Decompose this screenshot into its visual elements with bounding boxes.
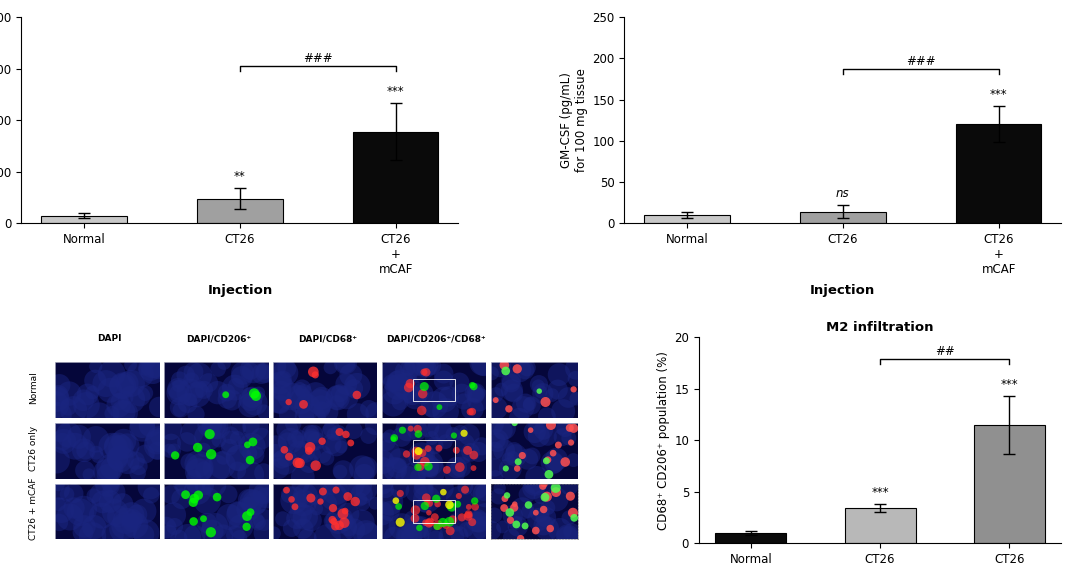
X-axis label: Injection: Injection [207, 285, 272, 298]
Bar [42, 216, 126, 224]
Text: ***: *** [989, 88, 1008, 101]
Text: CT26 + mCAF: CT26 + mCAF [29, 478, 38, 540]
X-axis label: Injection: Injection [810, 285, 876, 298]
Text: ###: ### [303, 52, 332, 65]
Text: ns: ns [836, 187, 850, 200]
Text: DAPI/CD206⁺/CD68⁺: DAPI/CD206⁺/CD68⁺ [386, 334, 486, 343]
Text: DAPI/CD68⁺: DAPI/CD68⁺ [298, 334, 357, 343]
Y-axis label: CD68⁺ CD206⁺ population (%): CD68⁺ CD206⁺ population (%) [657, 351, 670, 530]
Bar [715, 533, 787, 543]
Bar [353, 131, 438, 224]
Text: ***: *** [872, 486, 889, 499]
Y-axis label: GM-CSF (pg/mL)
for 100 mg tissue: GM-CSF (pg/mL) for 100 mg tissue [561, 68, 589, 172]
Text: ##: ## [935, 345, 954, 358]
Text: **: ** [234, 170, 245, 183]
Bar [197, 199, 283, 224]
Text: ***: *** [387, 85, 404, 98]
Text: CT26 only: CT26 only [29, 426, 38, 471]
Bar [800, 212, 885, 224]
Text: DAPI: DAPI [98, 334, 122, 343]
Text: ###: ### [906, 55, 936, 68]
Text: DAPI/CD206⁺: DAPI/CD206⁺ [185, 334, 251, 343]
Text: ***: *** [1000, 378, 1018, 391]
Bar [845, 508, 915, 543]
Text: Normal: Normal [29, 371, 38, 404]
Bar [973, 424, 1045, 543]
Bar [644, 215, 730, 224]
Title: M2 infiltration: M2 infiltration [827, 321, 934, 335]
Bar [956, 125, 1041, 224]
